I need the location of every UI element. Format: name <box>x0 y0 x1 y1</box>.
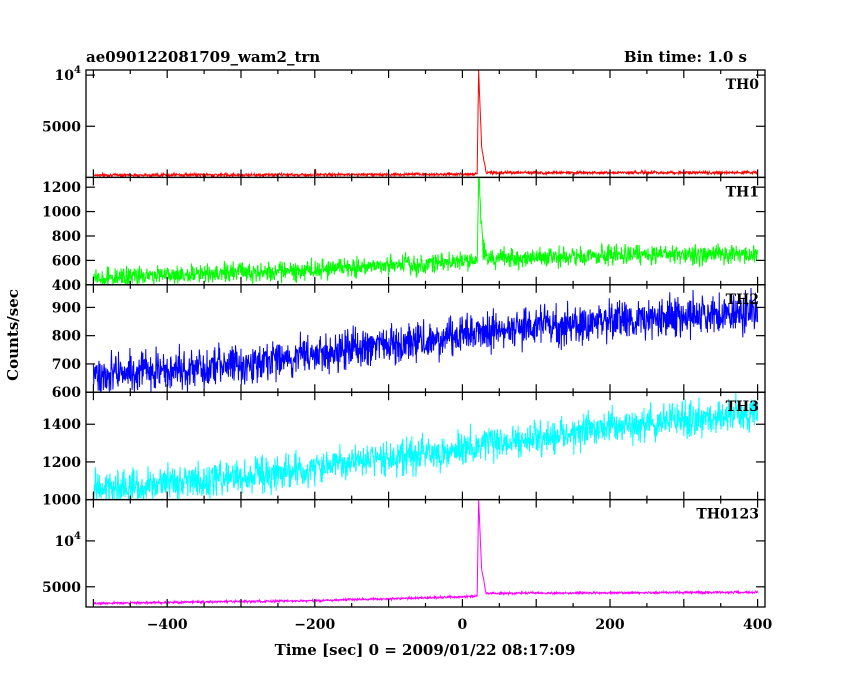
y-tick-label: 700 <box>52 357 81 373</box>
y-tick-label: 1200 <box>42 180 81 196</box>
y-tick-label: 600 <box>52 385 81 401</box>
y-axis-label: Counts/sec <box>4 289 22 381</box>
y-tick-label: 900 <box>52 300 81 316</box>
panel-label: TH2 <box>726 292 759 308</box>
y-tick-label: 5000 <box>42 580 81 596</box>
y-tick-label: 400 <box>52 278 81 294</box>
panel-label: TH1 <box>726 184 759 200</box>
x-tick-label: −400 <box>147 617 188 633</box>
x-tick-label: 400 <box>743 617 772 633</box>
panel-label: TH0 <box>726 77 760 93</box>
panel-label: TH3 <box>726 399 759 415</box>
panel-th0: 5000 104 TH0 <box>42 65 766 179</box>
y-tick-label: 5000 <box>42 119 81 135</box>
y-tick-label: 104 <box>55 531 81 550</box>
panel-label: TH0123 <box>696 507 759 523</box>
series-line-th2 <box>92 287 759 393</box>
x-tick-label: 0 <box>458 617 468 633</box>
panel-th1: 400 600 800 1000 1200 TH1 <box>42 176 766 294</box>
panel-th3: 1000 1200 1400 TH3 <box>42 391 766 509</box>
series-line-th0 <box>93 70 759 178</box>
y-tick-label: 800 <box>52 229 81 245</box>
y-tick-label: 600 <box>52 253 81 269</box>
y-tick-label: 1000 <box>42 493 81 509</box>
panel-th2: 600 700 800 900 TH2 <box>52 284 766 401</box>
bin-time-label: Bin time: 1.0 s <box>624 48 747 66</box>
panels-group: 5000 104 TH0 400 600 800 1000 1200 TH1 600 700 800 9… <box>42 65 772 633</box>
y-tick-label: 1200 <box>42 455 81 471</box>
y-tick-label: 104 <box>55 65 81 84</box>
y-tick-label: 1400 <box>42 417 81 433</box>
panel-th0123: 5000 104 TH0123 <box>42 498 766 608</box>
y-tick-label: 1000 <box>42 205 81 221</box>
series-line-th1 <box>92 177 759 285</box>
x-tick-label: −200 <box>294 617 335 633</box>
chart-title: ae090122081709_wam2_trn <box>86 48 320 66</box>
x-tick-label: 200 <box>595 617 624 633</box>
series-line-th3 <box>92 392 759 500</box>
x-axis-label: Time [sec] 0 = 2009/01/22 08:17:09 <box>275 641 576 659</box>
panel-frame <box>85 69 766 179</box>
series-line-th0123 <box>93 499 759 606</box>
y-tick-label: 800 <box>52 329 81 345</box>
